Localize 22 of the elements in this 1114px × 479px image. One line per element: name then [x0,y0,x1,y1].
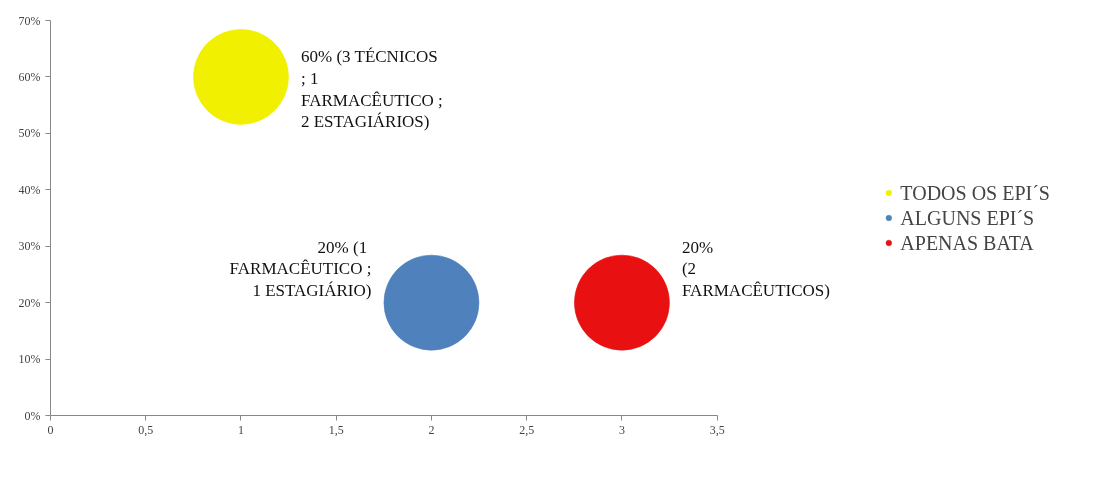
x-tick-label: 3,5 [709,422,725,437]
y-tick-label: 70% [18,13,41,28]
y-tick-label: 20% [18,295,41,310]
x-tick-label: 1,5 [328,422,344,437]
y-tick-label: 40% [18,182,41,197]
y-tick-label: 0% [24,408,41,423]
x-tick-label: 2 [428,422,435,437]
y-tick-label: 50% [18,126,41,141]
y-tick-label: 10% [18,352,41,367]
x-tick-label: 0 [47,422,54,437]
data-label: 60% (3 TÉCNICOS ; 1 FARMACÊUTICO ; 2 ESTAGIÁRIOS) [300,46,443,132]
y-tick-label: 30% [18,239,41,254]
y-tick-label: 60% [18,69,41,84]
legend-label: APENAS BATA [900,231,1034,254]
x-tick-label: 0,5 [138,422,154,437]
legend-label: ALGUNS EPI´S [900,206,1035,229]
data-label: 20% (2 FARMACÊUTICOS) [681,237,830,301]
x-tick-label: 1 [237,422,244,437]
x-tick-label: 3 [618,422,625,437]
data-label: 20% (1 FARMACÊUTICO ; 1 ESTAGIÁRIO) [229,237,372,301]
legend-label: TODOS OS EPI´S [900,181,1050,204]
x-tick-label: 2,5 [519,422,535,437]
